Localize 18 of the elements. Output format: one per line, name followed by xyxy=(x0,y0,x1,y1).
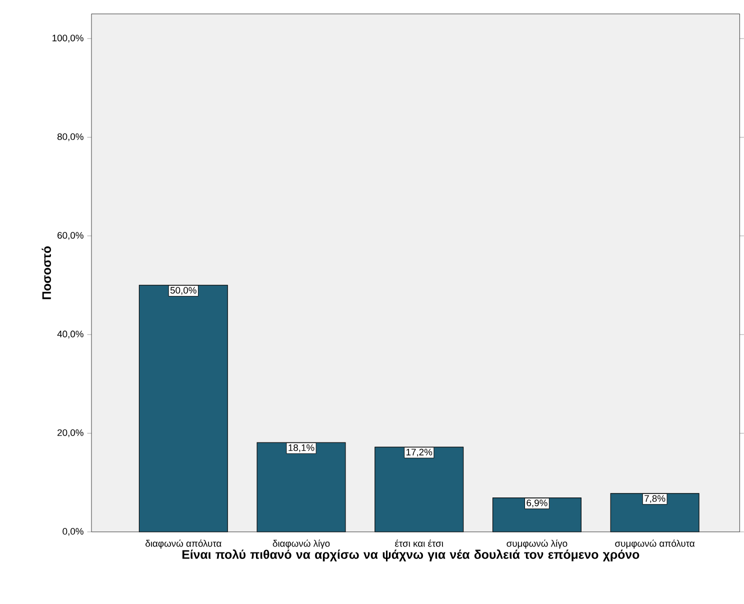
y-tick-label: 0,0% xyxy=(62,528,84,536)
data-label: 7,8% xyxy=(644,494,666,503)
x-tick-label: έτσι και έτσι xyxy=(395,539,444,547)
data-label: 18,1% xyxy=(288,444,314,452)
x-tick-label: συμφωνώ απόλυτα xyxy=(615,539,695,548)
x-axis-title: Είναι πολύ πιθανό να αρχίσω να ψάχνω για νέα δουλειά τον επόμενο χρόνο xyxy=(182,549,640,562)
data-label: 6,9% xyxy=(526,499,548,508)
y-tick-label: 20,0% xyxy=(58,429,84,437)
data-label: 50,0% xyxy=(170,286,196,295)
x-tick-label: συμφωνώ λίγο xyxy=(506,539,568,548)
x-tick-label: διαφωνώ λίγο xyxy=(272,539,330,548)
x-tick-label: διαφωνώ απόλυτα xyxy=(146,539,222,548)
y-tick-label: 80,0% xyxy=(57,133,84,141)
y-tick-label: 40,0% xyxy=(57,330,84,338)
y-axis-title: Ποσοστό xyxy=(42,246,51,299)
data-label: 17,2% xyxy=(406,448,432,456)
y-tick-label: 100,0% xyxy=(52,34,84,42)
y-tick-label: 60,0% xyxy=(58,232,84,240)
